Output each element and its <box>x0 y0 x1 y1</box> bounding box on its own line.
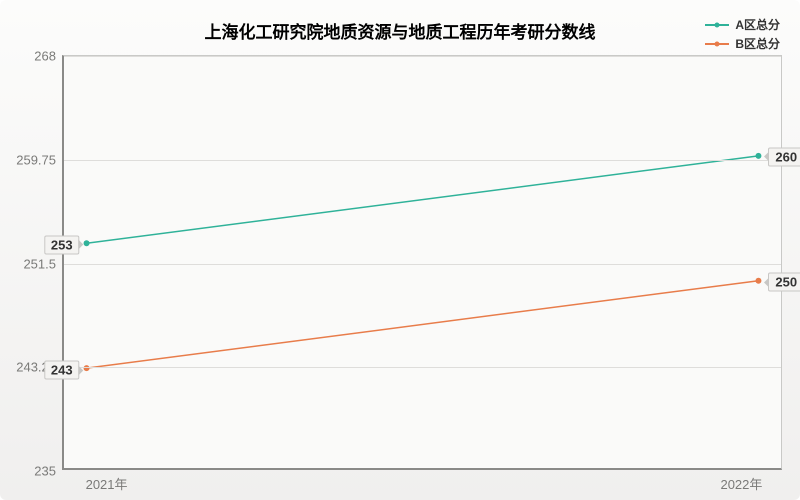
y-axis-label: 251.5 <box>23 256 64 271</box>
grid-line <box>64 264 781 265</box>
y-axis-label: 235 <box>34 464 64 479</box>
data-label: 253 <box>44 235 80 254</box>
legend-item-b: B区总分 <box>705 35 780 52</box>
chart-container: 上海化工研究院地质资源与地质工程历年考研分数线 A区总分 B区总分 235243… <box>0 0 800 500</box>
data-label: 250 <box>768 273 800 292</box>
x-axis-label: 2021年 <box>86 468 128 493</box>
grid-line <box>64 367 781 368</box>
legend: A区总分 B区总分 <box>705 16 780 54</box>
legend-swatch-b <box>705 43 729 45</box>
plot-area: 235243.25251.5259.752682021年2022年2532602… <box>62 55 782 470</box>
y-axis-label: 259.75 <box>16 152 64 167</box>
x-axis-label: 2022年 <box>720 468 762 493</box>
series-line <box>87 156 759 243</box>
legend-item-a: A区总分 <box>705 16 780 33</box>
grid-line <box>64 56 781 57</box>
series-line <box>87 281 759 368</box>
legend-label-a: A区总分 <box>735 16 780 33</box>
legend-label-b: B区总分 <box>735 35 780 52</box>
legend-swatch-a <box>705 24 729 26</box>
chart-title: 上海化工研究院地质资源与地质工程历年考研分数线 <box>0 18 800 43</box>
data-label: 260 <box>768 147 800 166</box>
grid-line <box>64 160 781 161</box>
y-axis-label: 268 <box>34 49 64 64</box>
data-label: 243 <box>44 361 80 380</box>
chart-lines <box>64 56 781 468</box>
